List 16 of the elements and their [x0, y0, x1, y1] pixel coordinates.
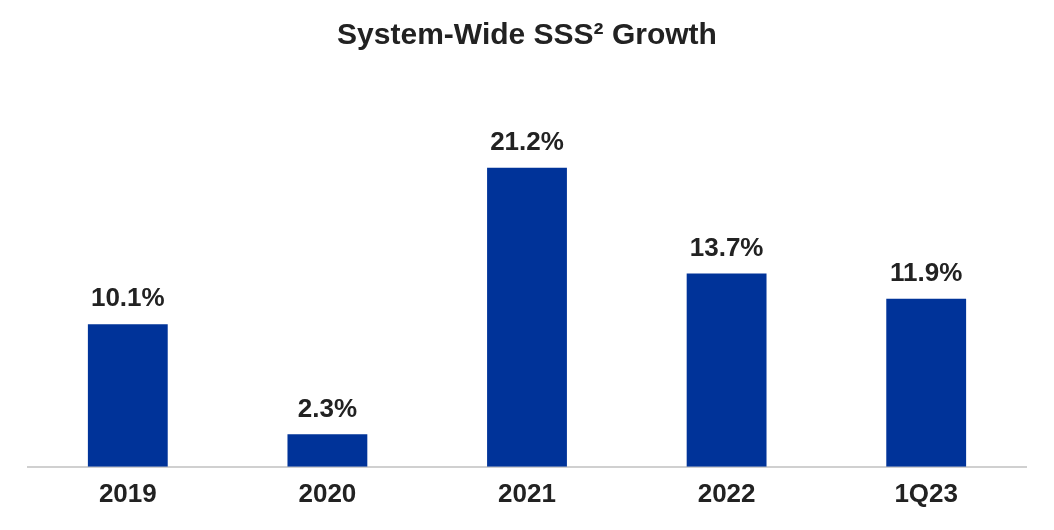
bar [487, 167, 567, 467]
chart-title: System-Wide SSS² Growth [337, 17, 717, 51]
bar [87, 324, 168, 467]
x-tick-label: 2021 [498, 477, 556, 508]
bar [686, 273, 767, 467]
x-tick-label: 1Q23 [894, 477, 958, 508]
x-tick-label: 2019 [98, 477, 157, 508]
data-label: 2.3% [297, 392, 358, 423]
bar [886, 298, 967, 467]
data-label: 10.1% [90, 282, 165, 313]
bar [287, 434, 368, 467]
x-tick-label: 2022 [697, 477, 756, 508]
x-tick-label: 2020 [298, 477, 357, 508]
data-label: 11.9% [890, 257, 963, 288]
data-label: 13.7% [689, 231, 764, 262]
data-label: 21.2% [490, 125, 564, 156]
